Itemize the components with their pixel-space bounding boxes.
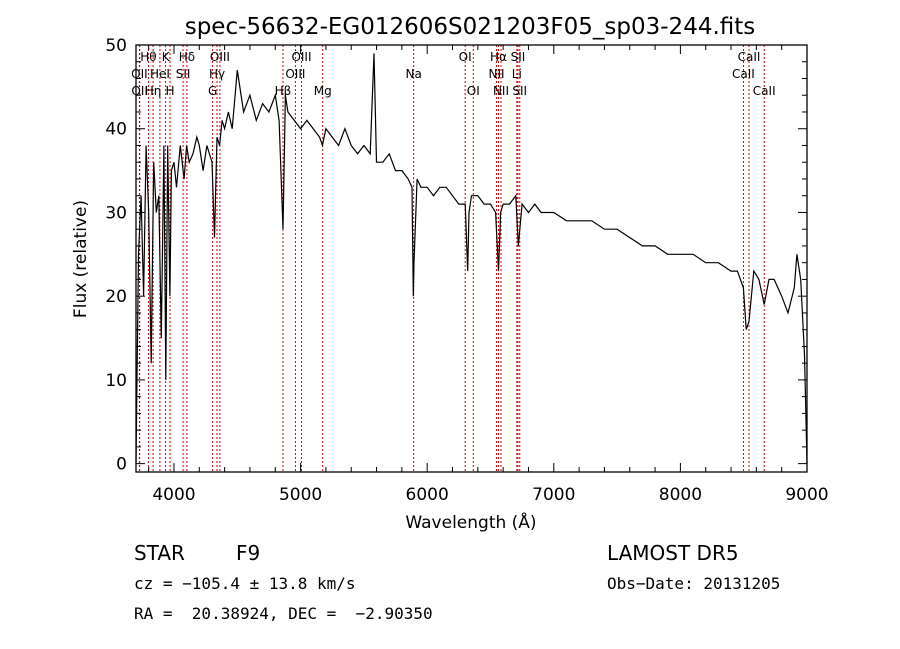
y-axis-label: Flux (relative) — [71, 200, 91, 318]
x-axis-label: Wavelength (Å) — [405, 511, 536, 533]
marker-label-22: SII — [511, 50, 526, 64]
y-tick-label-2: 20 — [105, 287, 127, 307]
marker-label-13: OIII — [285, 67, 305, 81]
coordinates: RA = 20.38924, DEC = −2.90350 — [134, 604, 433, 623]
y-tick-label-0: 0 — [116, 455, 127, 475]
marker-label-27: CaII — [753, 84, 776, 98]
emission-line-markers — [138, 45, 765, 472]
marker-label-7: Hδ — [179, 50, 195, 64]
marker-label-19: Hα — [490, 50, 507, 64]
marker-label-26: CaII — [732, 67, 755, 81]
survey-name: LAMOST DR5 — [607, 541, 739, 565]
plot-frame — [135, 44, 808, 473]
y-tick-label-5: 50 — [105, 36, 127, 56]
marker-label-16: Na — [405, 67, 421, 81]
marker-label-6: H — [166, 84, 175, 98]
marker-label-15: Mg — [314, 84, 332, 98]
x-tick-label-1: 5000 — [279, 485, 322, 505]
x-tick-label-2: 6000 — [406, 485, 449, 505]
marker-label-18: OI — [467, 84, 480, 98]
object-subclass: F9 — [236, 541, 261, 565]
x-tick-label-4: 8000 — [659, 485, 702, 505]
marker-label-21: NII — [493, 84, 509, 98]
x-tick-label-3: 7000 — [532, 485, 575, 505]
y-axis-ticks: 0 10 20 30 40 50 — [105, 36, 807, 475]
x-tick-label-0: 4000 — [152, 485, 195, 505]
x-axis-ticks: 4000 5000 6000 7000 8000 9000 — [148, 45, 829, 505]
marker-label-0: Hθ — [140, 50, 156, 64]
marker-label-8: SII — [176, 67, 191, 81]
marker-label-5: K — [162, 50, 171, 64]
spectrum-line — [135, 53, 808, 464]
marker-label-23: Li — [512, 67, 522, 81]
x-tick-label-5: 9000 — [785, 485, 828, 505]
chart-title: spec-56632-EG012606S021203F05_sp03-244.f… — [185, 14, 756, 40]
marker-label-9: OIII — [210, 50, 230, 64]
y-tick-label-4: 40 — [105, 120, 127, 140]
marker-label-20: NII — [489, 67, 505, 81]
marker-label-3: HeI — [150, 67, 170, 81]
redshift-velocity: cz = −105.4 ± 13.8 km/s — [134, 574, 356, 593]
marker-label-1: OII — [131, 67, 148, 81]
marker-label-4: Hη — [145, 84, 162, 98]
y-tick-label-3: 30 — [105, 203, 127, 223]
marker-label-10: Hγ — [209, 67, 225, 81]
y-tick-label-1: 10 — [105, 371, 127, 391]
observation-date: Obs−Date: 20131205 — [607, 574, 781, 593]
marker-label-14: Hβ — [275, 84, 292, 98]
object-class: STAR — [134, 541, 185, 565]
marker-label-24: SII — [512, 84, 527, 98]
marker-label-12: OIII — [291, 50, 311, 64]
marker-label-25: CaII — [738, 50, 761, 64]
marker-label-17: OI — [459, 50, 472, 64]
marker-label-11: G — [208, 84, 217, 98]
